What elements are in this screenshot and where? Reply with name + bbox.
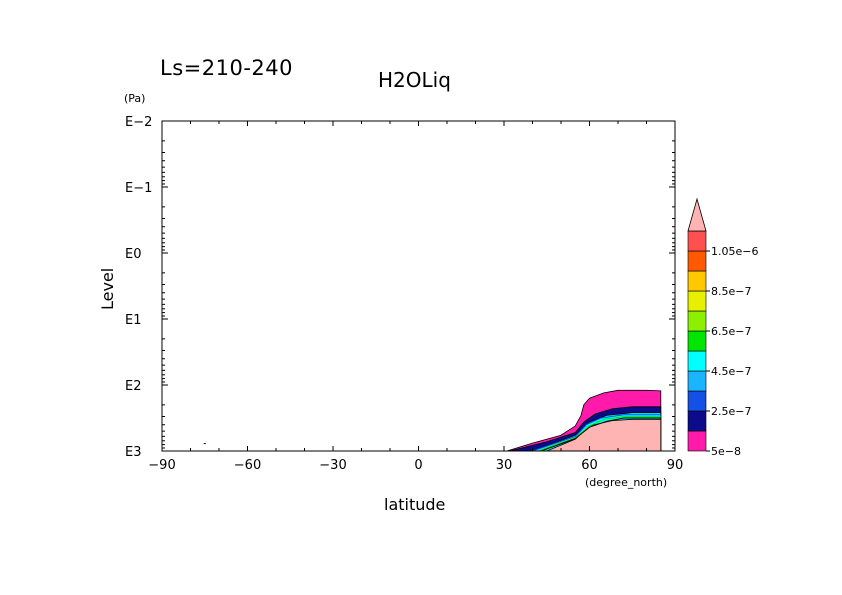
y-tick-label: E−1 — [125, 181, 152, 196]
colorbar-bin-0 — [687, 430, 707, 452]
stray-point — [203, 443, 206, 445]
contour-line-1 — [538, 416, 661, 452]
x-tick-label: 60 — [581, 458, 598, 473]
contour-line-2 — [540, 417, 661, 452]
colorbar-bin-1 — [687, 410, 707, 432]
colorbar-bin-8 — [687, 270, 707, 292]
chart-title: H2OLiq — [378, 68, 451, 92]
colorbar-label: 5e−8 — [711, 445, 741, 458]
colorbar-extend-triangle — [687, 197, 707, 232]
x-unit-label: (degree_north) — [585, 476, 668, 489]
axes-group: −90 −60 −30 0 30 60 90 E−2 E−1 E0 E1 E2 E3 — [125, 115, 683, 473]
y-tick-label: E2 — [125, 379, 142, 394]
y-tick-label: E1 — [125, 313, 142, 328]
colorbar-bin-4 — [687, 350, 707, 372]
colorbar-bin-7 — [687, 290, 707, 312]
contour-fill-group — [203, 389, 662, 452]
colorbar-bin-6 — [687, 310, 707, 332]
colorbar-label: 2.5e−7 — [711, 405, 751, 418]
x-tick-label: −90 — [148, 458, 175, 473]
x-tick-label: 0 — [414, 458, 422, 473]
x-tick-label: −60 — [234, 458, 261, 473]
colorbar-label: 6.5e−7 — [711, 325, 751, 338]
colorbar-bin-5 — [687, 330, 707, 352]
colorbar: 5e−8 2.5e−7 4.5e−7 6.5e−7 8.5e−7 1.05e−6 — [687, 197, 758, 458]
colorbar-bin-2 — [687, 390, 707, 412]
y-tick-label: E−2 — [125, 115, 152, 130]
y-tick-label: E0 — [125, 247, 142, 262]
contour-line-0 — [532, 414, 661, 452]
colorbar-label: 8.5e−7 — [711, 285, 751, 298]
y-unit-label: (Pa) — [124, 92, 146, 105]
season-label: Ls=210-240 — [160, 56, 293, 80]
x-tick-label: 90 — [667, 458, 684, 473]
y-tick-label: E3 — [125, 445, 142, 460]
x-tick-label: 30 — [496, 458, 513, 473]
colorbar-bin-3 — [687, 370, 707, 392]
colorbar-label: 1.05e−6 — [711, 245, 758, 258]
x-tick-label: −30 — [319, 458, 346, 473]
colorbar-label: 4.5e−7 — [711, 365, 751, 378]
colorbar-bin-10 — [687, 230, 707, 252]
x-axis-label: latitude — [384, 495, 446, 514]
colorbar-bin-9 — [687, 250, 707, 272]
